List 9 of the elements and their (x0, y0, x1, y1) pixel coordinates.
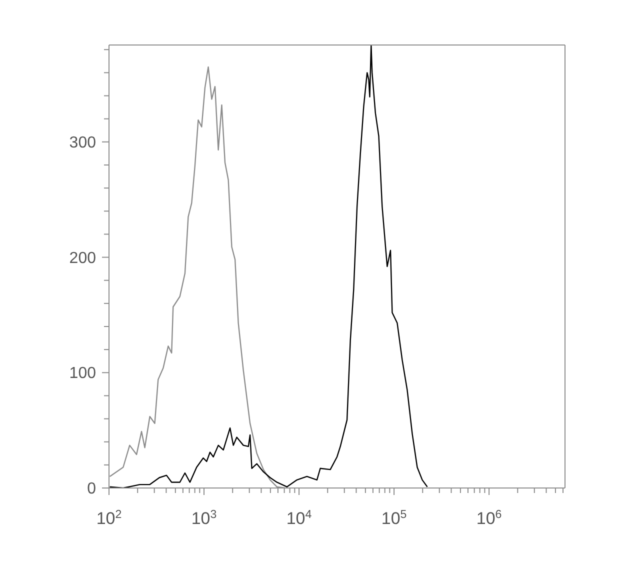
y-tick-label: 0 (87, 480, 96, 498)
y-tick-label: 300 (69, 134, 96, 152)
x-tick-label: 10$^{5}$ (381, 509, 407, 528)
x-tick-label: 10$^{2}$ (96, 509, 122, 528)
x-tick-label: 10$^{3}$ (191, 509, 217, 528)
y-tick-label: 200 (69, 250, 96, 267)
x-tick-label: 10$^{6}$ (476, 509, 502, 528)
x-tick-label: 10$^{4}$ (286, 509, 312, 528)
y-tick-label: 100 (69, 365, 96, 382)
